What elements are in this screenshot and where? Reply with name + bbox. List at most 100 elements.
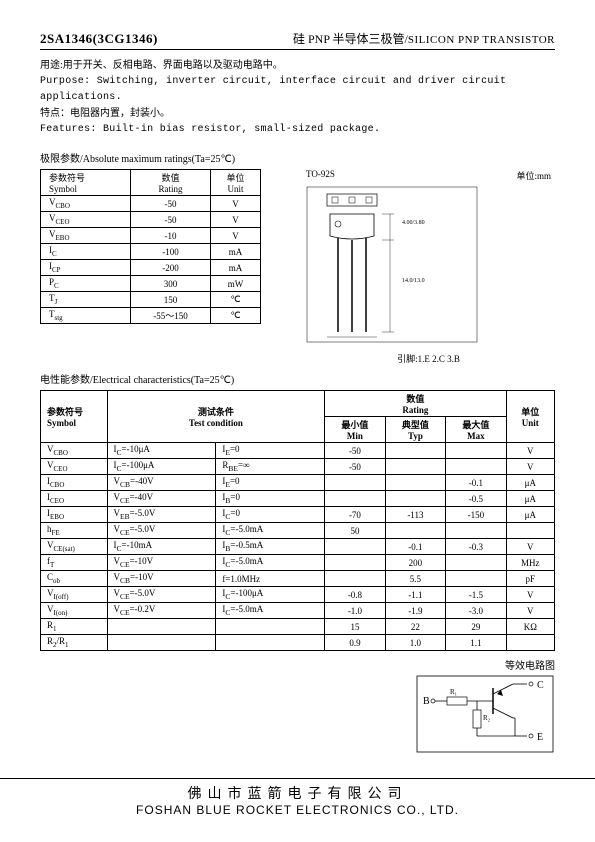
el-cond2: IB=0: [216, 491, 325, 507]
abs-unit: V: [211, 212, 261, 228]
abs-rating: -50: [131, 212, 211, 228]
el-typ: [385, 475, 445, 491]
package-unit: 单位:mm: [516, 169, 551, 182]
el-cond2: IE=0: [216, 475, 325, 491]
abs-rating: -55～150: [131, 308, 211, 324]
el-unit: KΩ: [506, 619, 554, 635]
el-unit: V: [506, 459, 554, 475]
el-th-rating: 数值 Rating: [325, 391, 506, 417]
el-symbol: ICEO: [41, 491, 108, 507]
el-th-unit: 单位 Unit: [506, 391, 554, 443]
el-min: -70: [325, 507, 385, 523]
el-unit: [506, 635, 554, 651]
el-max: [446, 555, 506, 571]
el-unit: V: [506, 539, 554, 555]
el-unit: [506, 523, 554, 539]
el-symbol: IEBO: [41, 507, 108, 523]
pinout-label: 引脚:1.E 2.C 3.B: [302, 352, 555, 365]
el-max: -1.5: [446, 587, 506, 603]
abs-th-symbol: 参数符号 Symbol: [41, 170, 131, 196]
abs-th-rating: 数值 Rating: [131, 170, 211, 196]
title: 硅 PNP 半导体三极管/SILICON PNP TRANSISTOR: [293, 30, 555, 47]
el-cond2: f=1.0MHz: [216, 571, 325, 587]
el-typ: -1.9: [385, 603, 445, 619]
el-max: -0.3: [446, 539, 506, 555]
el-min: 50: [325, 523, 385, 539]
table-row: VEBO-10V: [41, 228, 261, 244]
circuit-label: 等效电路图: [40, 657, 555, 672]
el-max: -150: [446, 507, 506, 523]
el-symbol: R1: [41, 619, 108, 635]
el-max: -0.1: [446, 475, 506, 491]
abs-rating: -100: [131, 244, 211, 260]
el-typ: 200: [385, 555, 445, 571]
el-typ: [385, 523, 445, 539]
abs-rating: -50: [131, 196, 211, 212]
table-row: VCEO-50V: [41, 212, 261, 228]
abs-symbol: VCBO: [41, 196, 131, 212]
el-cond1: IC=-10μA: [107, 443, 216, 459]
el-unit: μA: [506, 491, 554, 507]
abs-th-unit: 单位 Unit: [211, 170, 261, 196]
el-th-max: 最大值 Max: [446, 417, 506, 443]
description-block: 用途:用于开关、反相电路、界面电路以及驱动电路中。 Purpose: Switc…: [40, 58, 555, 138]
table-row: ICP-200mA: [41, 260, 261, 276]
abs-unit: mA: [211, 244, 261, 260]
el-cond2: IC=-100μA: [216, 587, 325, 603]
abs-ratings-title: 极限参数/Absolute maximum ratings(Ta=25℃): [40, 150, 555, 165]
table-row: IC-100mA: [41, 244, 261, 260]
footer-cn: 佛山市蓝箭电子有限公司: [0, 783, 595, 803]
el-symbol: R2/R1: [41, 635, 108, 651]
el-typ: -0.1: [385, 539, 445, 555]
el-unit: V: [506, 587, 554, 603]
footer-en: FOSHAN BLUE ROCKET ELECTRONICS CO., LTD.: [0, 803, 595, 817]
el-cond2: IC=-5.0mA: [216, 555, 325, 571]
el-cond1: VCE=-10V: [107, 555, 216, 571]
el-cond1: [107, 619, 216, 635]
el-typ: -1.1: [385, 587, 445, 603]
el-symbol: ICBO: [41, 475, 108, 491]
elec-table: 参数符号 Symbol 测试条件 Test condition 数值 Ratin…: [40, 390, 555, 651]
svg-text:R₁: R₁: [450, 688, 457, 696]
el-symbol: VCE(sat): [41, 539, 108, 555]
el-max: [446, 443, 506, 459]
el-th-symbol: 参数符号 Symbol: [41, 391, 108, 443]
abs-rating: -200: [131, 260, 211, 276]
el-typ: 1.0: [385, 635, 445, 651]
table-row: R1152229KΩ: [41, 619, 555, 635]
el-cond1: IC=-100μA: [107, 459, 216, 475]
el-symbol: fT: [41, 555, 108, 571]
abs-symbol: VCEO: [41, 212, 131, 228]
el-cond1: VCE=-40V: [107, 491, 216, 507]
el-min: -1.0: [325, 603, 385, 619]
svg-text:E: E: [537, 732, 543, 743]
el-min: [325, 491, 385, 507]
table-row: PC300mW: [41, 276, 261, 292]
table-row: ICBOVCB=-40VIE=0-0.1μA: [41, 475, 555, 491]
feature-cn: 特点：电阻器内置，封装小。: [40, 106, 555, 122]
el-min: [325, 539, 385, 555]
el-typ: [385, 491, 445, 507]
el-max: -3.0: [446, 603, 506, 619]
el-cond2: IC=-5.0mA: [216, 523, 325, 539]
table-row: CobVCB=-10Vf=1.0MHz5.5pF: [41, 571, 555, 587]
abs-symbol: IC: [41, 244, 131, 260]
package-diagram: 4.00/3.80 14.0/13.0: [302, 182, 482, 347]
el-cond1: VCB=-40V: [107, 475, 216, 491]
abs-symbol: PC: [41, 276, 131, 292]
el-cond1: VCB=-10V: [107, 571, 216, 587]
el-typ: 22: [385, 619, 445, 635]
el-unit: μA: [506, 507, 554, 523]
el-min: [325, 475, 385, 491]
table-row: Tstg-55～150℃: [41, 308, 261, 324]
el-min: -0.8: [325, 587, 385, 603]
table-row: VCEOIC=-100μARBE=∞-50V: [41, 459, 555, 475]
svg-text:B: B: [423, 696, 430, 707]
abs-rating: -10: [131, 228, 211, 244]
svg-text:C: C: [537, 680, 544, 691]
el-cond1: VCE=-5.0V: [107, 587, 216, 603]
el-cond2: IB=-0.5mA: [216, 539, 325, 555]
el-cond1: VCE=-0.2V: [107, 603, 216, 619]
table-row: fTVCE=-10VIC=-5.0mA200MHz: [41, 555, 555, 571]
table-row: IEBOVEB=-5.0VIC=0-70-113-150μA: [41, 507, 555, 523]
